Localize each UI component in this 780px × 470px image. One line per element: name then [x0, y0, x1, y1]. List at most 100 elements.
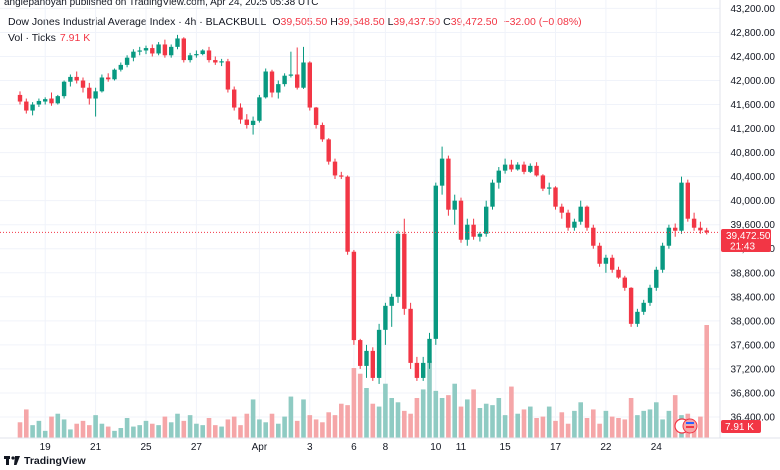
volume-bar	[49, 416, 54, 438]
candle-body	[232, 89, 237, 108]
volume-bar	[269, 413, 275, 438]
candle-body	[332, 161, 338, 176]
candle	[427, 332, 432, 369]
candle	[591, 224, 596, 249]
candle-body	[691, 218, 697, 228]
close-label: C	[443, 16, 451, 28]
candle	[137, 46, 142, 56]
candle	[269, 69, 275, 98]
high-value: 39,548.50	[337, 16, 385, 28]
candle	[628, 287, 634, 327]
candle-body	[685, 182, 690, 219]
candle-body	[55, 96, 60, 104]
candle-body	[106, 77, 111, 80]
tradingview-footer[interactable]: TradingView	[4, 455, 86, 467]
volume-label[interactable]: Vol · Ticks	[8, 32, 56, 44]
candle	[641, 299, 646, 315]
volume-bar	[181, 420, 187, 438]
volume-bar	[74, 423, 79, 438]
candle-body	[559, 206, 564, 213]
volume-bar	[320, 422, 325, 438]
low-value: 39,437.50	[393, 16, 441, 28]
volume-bar	[17, 422, 23, 438]
candle	[584, 205, 590, 231]
candle	[263, 68, 268, 99]
candle-body	[181, 38, 186, 61]
candle-body	[156, 44, 161, 54]
volume-bar	[238, 425, 243, 438]
volume-bar	[433, 390, 439, 438]
flag-icon[interactable]	[674, 418, 698, 434]
candle-body	[326, 139, 331, 162]
volume-bar	[395, 402, 401, 438]
candle	[250, 116, 256, 135]
candle	[414, 356, 420, 381]
candle	[124, 55, 130, 68]
candle-body	[30, 104, 35, 111]
ohlc-legend-row: Dow Jones Industrial Average Index · 4h …	[8, 14, 582, 30]
candle-body	[301, 62, 306, 88]
candle-body	[87, 87, 92, 99]
candle	[206, 46, 212, 63]
candle	[24, 98, 29, 114]
publisher-line: anglepanoyan published on TradingView.co…	[4, 0, 319, 8]
candle-body	[68, 76, 73, 82]
candle-body	[597, 245, 602, 264]
volume-bar	[137, 425, 142, 438]
candle	[534, 162, 539, 177]
candle	[553, 186, 558, 210]
price-badge: 39,472.50 21:43	[721, 229, 771, 253]
chart-legend: Dow Jones Industrial Average Index · 4h …	[8, 14, 582, 46]
volume-bar	[231, 416, 237, 438]
candle	[433, 182, 438, 345]
candle-body	[36, 100, 42, 105]
volume-bar	[364, 388, 369, 438]
volume-bar	[591, 409, 596, 438]
candle	[181, 37, 186, 63]
candle-body	[704, 230, 709, 233]
volume-bar	[490, 405, 495, 438]
open-value: 39,505.50	[280, 16, 328, 28]
candle	[339, 171, 344, 180]
volume-bar	[156, 425, 161, 438]
candle-body	[219, 61, 224, 63]
price-tick-label: 42,800.00	[731, 28, 776, 39]
volume-bar	[389, 398, 394, 438]
volume-bar	[93, 415, 98, 438]
candle-body	[641, 302, 646, 312]
candle-body	[534, 165, 539, 176]
candle	[80, 77, 86, 93]
volume-badge-box	[721, 420, 761, 433]
price-tick-label: 41,600.00	[731, 100, 776, 111]
volume-bar	[477, 408, 483, 438]
candle-body	[666, 227, 672, 246]
candle	[345, 175, 350, 255]
candle-body	[490, 182, 495, 207]
candle-body	[118, 64, 123, 70]
candle-body	[414, 362, 420, 378]
change-value: −32.00 (−0.08%)	[503, 16, 582, 28]
candle	[175, 34, 180, 50]
low-label: L	[387, 16, 394, 28]
volume-bar	[597, 423, 602, 438]
candle	[30, 102, 35, 116]
candle-body	[628, 287, 634, 324]
candle-body	[74, 76, 79, 81]
symbol-title[interactable]: Dow Jones Industrial Average Index · 4h …	[8, 16, 267, 28]
candle-body	[439, 158, 445, 186]
candle	[238, 103, 243, 124]
candle	[515, 162, 520, 171]
price-tick-label: 42,400.00	[731, 52, 776, 63]
candle-body	[93, 91, 98, 99]
candle-body	[402, 233, 407, 309]
time-tick-label: 6	[351, 442, 357, 453]
candle-body	[206, 50, 212, 61]
candle	[389, 293, 394, 327]
candle	[395, 230, 401, 303]
candle	[578, 200, 583, 225]
volume-bar	[332, 415, 338, 438]
volume-bar	[370, 403, 376, 438]
candle	[143, 45, 149, 55]
volume-bar	[105, 426, 111, 438]
